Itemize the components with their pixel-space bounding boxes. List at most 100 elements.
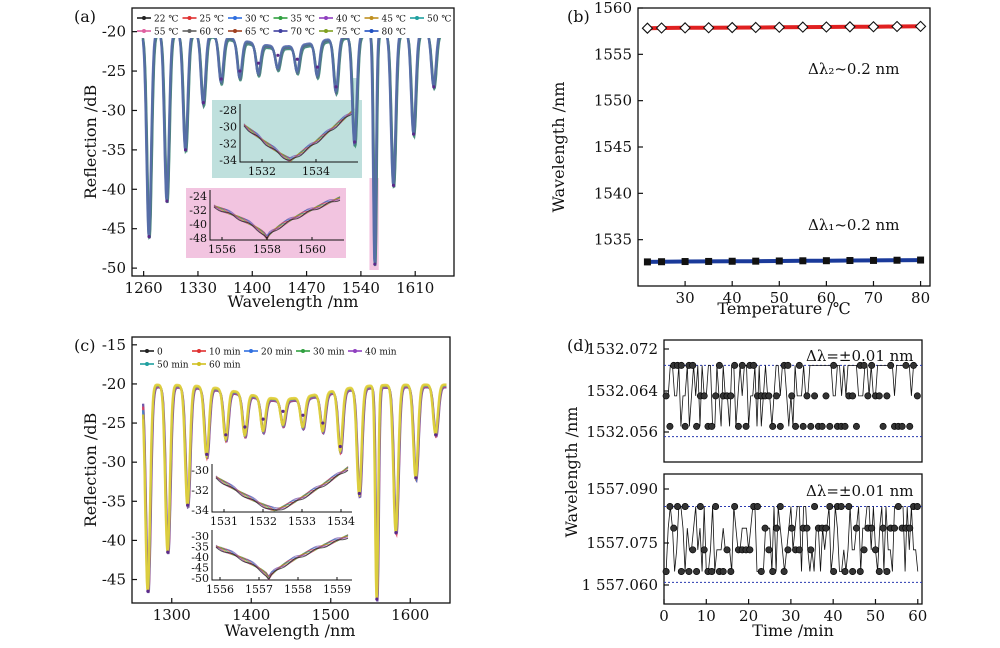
panel-c-inset-1-xtick-3: 1534 [327,515,355,528]
panel-c-legend-label-5: 50 min [157,361,189,371]
panel-a-xtick-label-2: 1400 [233,279,271,297]
panel-a-legend-label-9: 65 ℃ [245,28,269,38]
panel-a-legend-label-3: 35 ℃ [291,15,315,25]
panel-d-top-point [788,392,796,400]
panel-d-top-point [898,422,906,430]
panel-c-inset-1-xtick-2: 1533 [288,515,316,528]
panel-a-ytick-label-5: -45 [102,220,126,238]
panel-c-ytick-label-3: -30 [102,453,126,471]
panel-d-bottom-trace [665,506,919,572]
panel-b-point-λ1-10 [869,256,877,264]
panel-b-point-λ2-2 [679,22,691,34]
panel-d-bottom-annotation: Δλ=±0.01 nm [806,482,914,500]
panel-c-xtick-label-3: 1600 [391,606,429,624]
panel-d-top-point [799,422,807,430]
panel-d-bottom-point [803,524,811,532]
panel-d-bottom-point [780,567,788,575]
panel-d-bottom-point [784,546,792,554]
panel-d-bottom-point [677,567,685,575]
panel-a-ytick-label-6: -50 [102,259,126,277]
panel-c-xtick-label-2: 1500 [312,606,350,624]
panel-c-xtick-label-1: 1400 [232,606,270,624]
dip-point-10 [334,85,338,89]
dip-point-12 [375,597,379,601]
panel-c-inset-2-ytick-4: -50 [191,572,209,585]
panel-d-top-point [681,422,689,430]
panel-a-label: (a) [74,7,96,26]
panel-a-xtick-label-0: 1260 [125,279,163,297]
panel-b-point-λ2-7 [797,21,809,33]
panel-c-frame [131,336,451,604]
panel-d-bottom-point [723,546,731,554]
panel-d-bottom-point [700,546,708,554]
panel-d-bottom-data [662,502,922,583]
panel-d-top-point [700,392,708,400]
dip-point-5 [243,425,247,429]
panel-c-legend-marker-4 [353,349,357,353]
panel-d-bottom-point [837,502,845,510]
panel-a-legend-marker-7 [142,29,146,33]
panel-b-ytick-label-0: 1535 [594,231,632,249]
panel-b-point-λ1-1 [658,258,666,266]
panel-d-bottom-point [666,502,674,510]
panel-d-xtick-label-5: 50 [866,607,885,625]
dip-point-3 [201,100,205,105]
panel-d-top-point [841,422,849,430]
panel-a-inset-2-curve-6 [213,199,341,240]
panel-d-top-point [803,392,811,400]
panel-b-ytick-label-5: 1560 [594,0,632,17]
panel-d-bottom-point [727,567,735,575]
panel-c-inset-2-ytick-2: -40 [191,551,209,564]
panel-b-point-λ1-12 [917,256,925,264]
dip-point-8 [301,413,305,417]
panel-a-inset-1-axes [239,104,358,163]
panel-a-legend-marker-3 [278,16,283,20]
panel-d-top-data [662,361,922,438]
panel-a-xlabel: Wavelength /nm [228,292,359,311]
dip-point-12 [373,262,377,266]
panel-b-point-λ2-4 [726,21,738,34]
panel-c-legend-marker-5 [145,362,149,366]
panel-b-point-λ1-2 [681,258,689,266]
dip-point-4 [224,433,228,437]
panel-b-x-ticks: 30 40 50 60 70 80 [676,281,930,307]
panel-d-top-point [708,422,716,430]
panel-d-top-point [738,361,746,369]
panel-a-legend-marker-1 [187,16,192,20]
panel-d-bottom-point [753,502,761,510]
panel-c-legend-marker-2 [249,349,253,353]
panel-d-bottom-point [689,546,697,554]
panel-d: (d) 1532.072 1532.064 1532.056 1557.090 1557… [562,336,927,640]
panel-d-top-point [860,361,868,369]
panel-a-legend-marker-5 [369,16,374,20]
panel-b-point-λ2-8 [820,21,833,33]
panel-d-bottom-point [830,567,838,575]
panel-a-inset-2-ytick-0: -24 [189,190,207,203]
panel-d-top-point [826,422,834,430]
panel-b-point-λ1-9 [846,257,854,265]
panel-d-top-point [731,361,739,369]
panel-d-ylabel: Wavelength /nm [562,407,581,538]
panel-d-top-point [750,361,758,369]
panel-d-bottom-point [875,567,883,575]
panel-d-xtick-label-4: 40 [824,607,843,625]
dip-point-7 [276,53,280,57]
panel-b-point-λ1-6 [775,257,783,265]
panel-d-bottom-point [693,567,701,575]
dip-point-2 [183,148,188,152]
panel-d-bottom-ytick-label-1: 1557.075 [586,534,658,552]
panel-a-legend-label-6: 50 ℃ [427,15,451,25]
panel-d-top-point [906,422,914,430]
panel-a-inset-2-axes [209,190,344,241]
panel-d-top-point [769,422,777,430]
panel-d-bottom-frame [663,473,923,605]
panel-a-legend-marker-11 [324,29,328,33]
panel-c-inset-2-curve-3 [215,534,349,580]
dip-point-6 [261,417,265,421]
panel-a-inset-1-xtick-1: 1534 [302,165,330,178]
panel-a-inset-1-bg [212,100,362,178]
panel-d-bottom-point [769,567,777,575]
